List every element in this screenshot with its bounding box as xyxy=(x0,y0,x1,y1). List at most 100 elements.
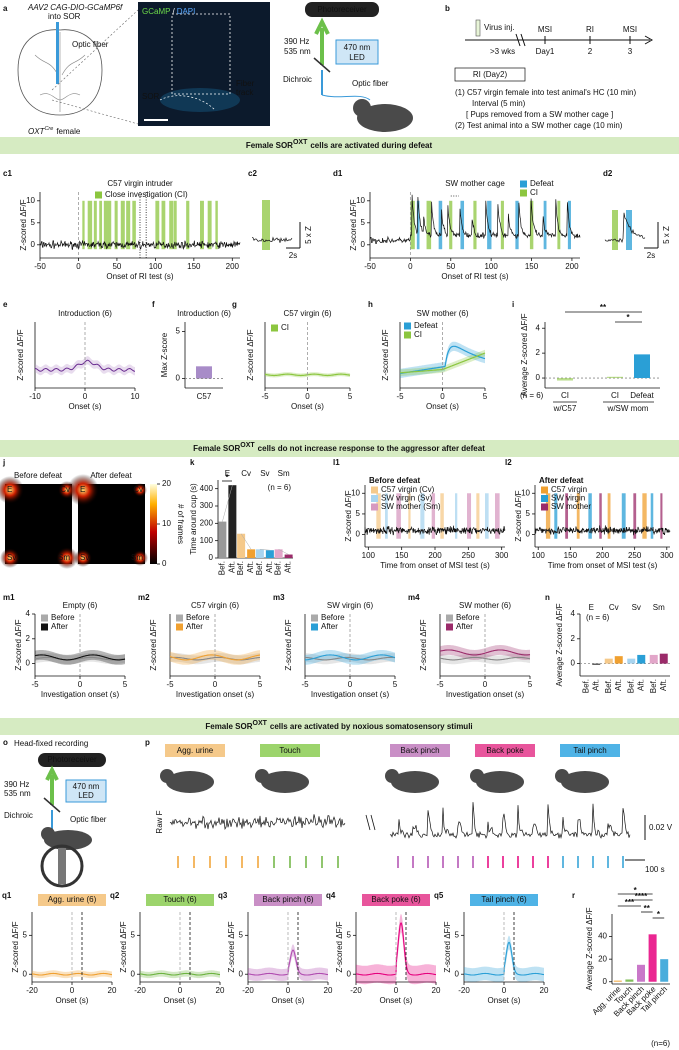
legend-label: Defeat xyxy=(414,321,438,330)
x-axis-label: Onset (s) xyxy=(56,996,89,1005)
y-tick-label: 0 xyxy=(131,969,136,978)
x-axis-label: Onset (s) xyxy=(69,402,102,411)
fiber-label: Optic fiber xyxy=(352,79,389,88)
condition-label: Bef. xyxy=(274,561,283,575)
y-axis-label: Average Z-scored ΔF/F xyxy=(520,313,529,396)
group-label: Sm xyxy=(278,469,290,478)
x-tick-label: 0 xyxy=(483,680,488,689)
text-part: OXT xyxy=(293,139,308,146)
panel-label: q2 xyxy=(110,891,120,900)
event-shade xyxy=(200,200,204,250)
text-part: OXT xyxy=(240,442,255,449)
virus-label: Virus inj. xyxy=(484,23,515,32)
x-tick-label: -5 xyxy=(166,680,174,689)
setup-title: Head-fixed recording xyxy=(14,739,88,748)
x-tick-label: 0 xyxy=(286,986,291,995)
x-tick-label: 20 xyxy=(324,986,333,995)
bar xyxy=(627,658,636,664)
dichroic xyxy=(313,57,331,73)
sem-band xyxy=(440,645,530,660)
title-box xyxy=(146,894,214,906)
event-shade xyxy=(262,200,270,250)
trace xyxy=(34,654,126,661)
y-tick-label: 300 xyxy=(200,501,214,510)
event-shade xyxy=(385,493,388,539)
event-shade xyxy=(487,200,492,250)
y-tick-label: 5 xyxy=(23,930,28,939)
x-tick-label: 150 xyxy=(395,551,409,560)
category-label: CI xyxy=(561,391,569,400)
group-label: E xyxy=(225,469,230,478)
panel-title: Back pinch (6) xyxy=(262,895,313,904)
event-shade xyxy=(621,493,626,539)
mouse-icon xyxy=(353,99,371,117)
fiber-cable xyxy=(321,94,371,101)
mouse-icon xyxy=(160,769,174,783)
y-axis-label: Z-scored ΔF/F xyxy=(349,199,358,250)
x-axis-label: Onset (s) xyxy=(164,996,197,1005)
event-shade xyxy=(557,200,561,250)
y-axis-label: Z-scored ΔF/F xyxy=(443,921,452,972)
text-part: OXT xyxy=(253,720,268,727)
legend-label: CI xyxy=(530,188,538,197)
photoreceiver-label: Photoreceiver xyxy=(317,5,367,14)
x-axis-label: Onset of RI test (s) xyxy=(106,272,173,281)
legend-label: After xyxy=(186,622,203,631)
x-tick-label: 20 xyxy=(432,986,441,995)
condition-label: Bef. xyxy=(604,679,613,693)
y-tick-label: 20 xyxy=(598,954,607,963)
group-label: Sv xyxy=(260,469,269,478)
panel-title: Before defeat xyxy=(369,476,420,485)
event-shade xyxy=(426,200,432,250)
condition-label: Aft. xyxy=(659,679,668,691)
event-shade xyxy=(642,493,647,539)
panel-label: o xyxy=(3,738,8,747)
corner-label: E xyxy=(7,485,12,494)
panel-label: g xyxy=(232,300,237,309)
bar xyxy=(237,533,246,558)
x-tick-label: 0 xyxy=(408,262,413,271)
condition-label: Bef. xyxy=(217,561,226,575)
trace xyxy=(169,656,260,661)
x-tick-label: 20 xyxy=(216,986,225,995)
y-axis-label: Z-scored ΔF/F xyxy=(19,199,28,250)
condition-label: Aft. xyxy=(265,561,274,573)
legend-label: SW mother (Sm) xyxy=(381,502,441,511)
panel-a: a AAV2 CAG-DIO-GCaMP6f into SOR Optic fi… xyxy=(3,2,413,136)
y-tick-label: 0 xyxy=(176,374,181,383)
trace xyxy=(39,240,241,250)
virus-label: AAV2 CAG-DIO-GCaMP6f xyxy=(27,3,123,12)
x-tick-label: 100 xyxy=(149,262,163,271)
panel-label: q1 xyxy=(2,891,12,900)
y-tick-label: 5 xyxy=(356,509,361,518)
trace xyxy=(305,656,395,661)
group-label: Cv xyxy=(241,469,251,478)
panel-label: l2 xyxy=(505,458,512,467)
sig-label: *** xyxy=(625,898,635,907)
title-box xyxy=(362,894,430,906)
break-mark xyxy=(365,814,371,831)
event-shade xyxy=(420,493,425,539)
event-shade xyxy=(599,493,602,539)
panel-title: SW mother cage xyxy=(445,179,505,188)
y-tick-label: 5 xyxy=(239,930,244,939)
legend-swatch xyxy=(404,331,411,339)
x-tick-label: 5 xyxy=(393,680,398,689)
led-label: 470 nm xyxy=(344,43,371,52)
event-shade xyxy=(161,200,166,250)
event-shade xyxy=(485,493,489,539)
wheel-stand xyxy=(58,848,66,884)
x-axis-label: Onset (s) xyxy=(380,996,413,1005)
x-tick-label: 100 xyxy=(532,551,546,560)
x-tick-label: 200 xyxy=(226,262,240,271)
x-tick-label: 5 xyxy=(528,680,533,689)
trace xyxy=(251,236,293,243)
trace xyxy=(534,525,671,536)
event-shade xyxy=(565,493,569,539)
y-tick-label: 5 xyxy=(526,509,531,518)
mouse-icon xyxy=(555,769,569,783)
y-axis-label: Z-scored ΔF/F xyxy=(149,619,158,670)
event-shade xyxy=(169,200,174,250)
x-tick-label: -5 xyxy=(396,392,404,401)
condition-label: Aft. xyxy=(284,561,293,573)
